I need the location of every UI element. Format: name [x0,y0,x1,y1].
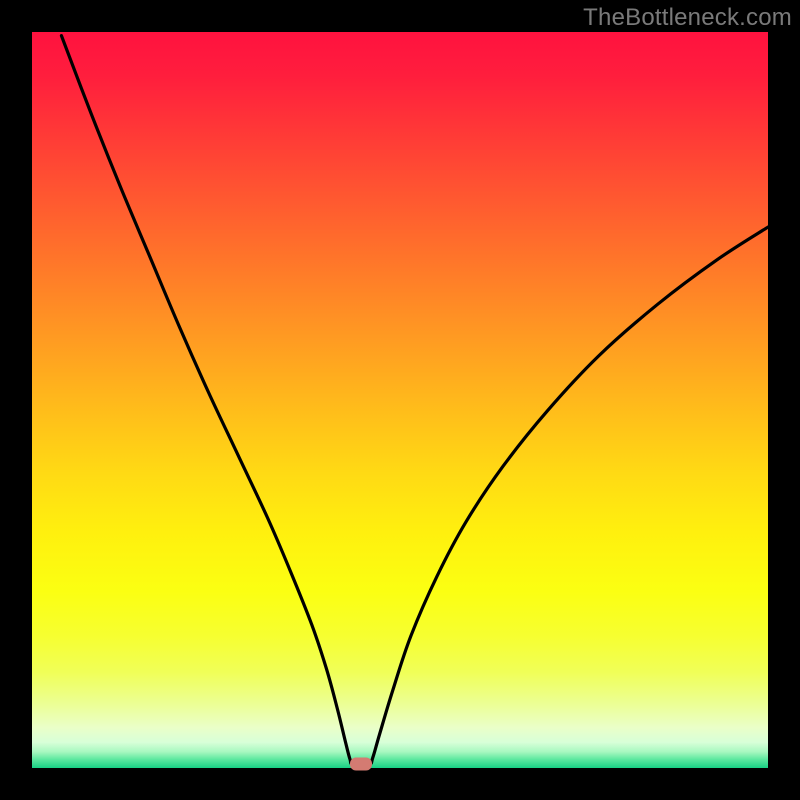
optimum-marker [350,757,372,770]
curve-svg [32,32,768,768]
bottleneck-curve [61,36,768,765]
plot-area [32,32,768,768]
chart-container: TheBottleneck.com [0,0,800,800]
watermark-text: TheBottleneck.com [583,4,792,32]
